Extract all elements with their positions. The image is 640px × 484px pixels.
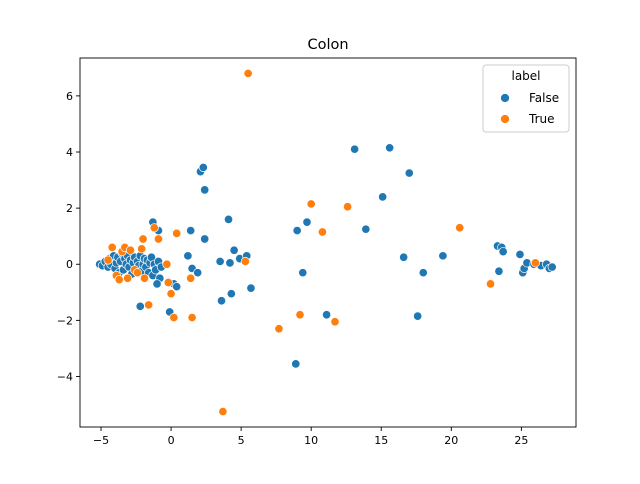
data-point xyxy=(378,192,388,202)
data-point xyxy=(240,256,250,266)
data-point xyxy=(114,275,124,285)
data-point xyxy=(183,251,193,261)
data-point xyxy=(306,199,316,209)
data-point xyxy=(385,143,395,153)
y-tick-label: −4 xyxy=(57,370,73,383)
data-point xyxy=(229,245,239,255)
data-point xyxy=(292,226,302,236)
legend-title: label xyxy=(511,69,540,83)
data-point xyxy=(163,277,173,288)
data-point xyxy=(216,296,227,306)
data-point xyxy=(530,258,540,268)
data-point xyxy=(515,249,525,259)
data-point xyxy=(302,217,312,227)
data-point xyxy=(169,313,179,323)
data-point xyxy=(455,223,465,233)
data-point xyxy=(322,310,332,320)
data-point xyxy=(186,226,196,236)
x-tick-label: 5 xyxy=(238,434,245,447)
data-point xyxy=(162,259,172,269)
series-false xyxy=(95,143,557,369)
data-point xyxy=(295,310,305,320)
legend-marker-false xyxy=(500,93,510,103)
data-point xyxy=(243,68,253,78)
data-point xyxy=(144,300,154,310)
data-point xyxy=(547,262,557,272)
points-layer xyxy=(95,68,557,417)
data-point xyxy=(223,214,234,224)
data-point xyxy=(103,255,113,265)
data-point xyxy=(138,234,148,244)
data-point xyxy=(317,227,327,237)
data-point xyxy=(123,273,133,283)
data-point xyxy=(399,252,409,262)
x-tick-label: 15 xyxy=(374,434,388,447)
data-point xyxy=(198,162,208,172)
y-tick-label: 0 xyxy=(66,258,73,271)
data-point xyxy=(343,202,353,212)
x-tick-label: −5 xyxy=(93,434,109,447)
data-point xyxy=(166,289,176,299)
data-point xyxy=(187,313,197,323)
data-point xyxy=(152,279,162,289)
data-point xyxy=(225,258,235,268)
legend-label-false: False xyxy=(529,91,559,105)
data-point xyxy=(218,407,228,417)
data-point xyxy=(485,279,496,289)
data-point xyxy=(413,311,423,321)
data-point xyxy=(350,144,360,154)
data-point xyxy=(438,251,448,261)
x-tick-label: 20 xyxy=(444,434,458,447)
data-point xyxy=(139,273,150,283)
x-axis: −5 0 5 10 15 20 25 xyxy=(93,427,528,447)
data-point xyxy=(200,234,210,244)
data-point xyxy=(172,228,182,238)
data-point xyxy=(132,268,142,278)
chart-title: Colon xyxy=(307,37,348,53)
data-point xyxy=(107,242,117,252)
data-point xyxy=(226,289,236,299)
data-point xyxy=(418,268,428,278)
y-tick-label: −2 xyxy=(57,314,73,327)
data-point xyxy=(193,268,203,278)
data-point xyxy=(215,256,225,266)
data-point xyxy=(186,273,196,283)
data-point xyxy=(149,223,159,233)
y-tick-label: 2 xyxy=(66,202,73,215)
data-point xyxy=(274,324,284,334)
data-point xyxy=(153,234,164,244)
data-point xyxy=(200,185,210,195)
y-axis: −4 −2 0 2 4 6 xyxy=(57,90,80,383)
data-point xyxy=(330,317,340,327)
data-point xyxy=(361,224,371,234)
y-tick-label: 6 xyxy=(66,90,73,103)
x-tick-label: 0 xyxy=(168,434,175,447)
x-tick-label: 10 xyxy=(304,434,318,447)
series-true xyxy=(103,68,540,417)
data-point xyxy=(404,168,414,178)
legend-label-true: True xyxy=(528,112,555,126)
data-point xyxy=(137,244,147,254)
data-point xyxy=(172,282,182,292)
data-point xyxy=(498,247,508,257)
plot-frame xyxy=(79,57,577,428)
data-point xyxy=(246,283,256,293)
data-point xyxy=(291,359,301,369)
y-tick-label: 4 xyxy=(66,146,73,159)
data-point xyxy=(494,266,504,276)
data-point xyxy=(298,268,308,278)
data-point xyxy=(125,245,135,255)
x-tick-label: 25 xyxy=(514,434,528,447)
legend: label False True xyxy=(482,64,570,133)
legend-marker-true xyxy=(500,114,510,124)
data-point xyxy=(135,301,145,311)
